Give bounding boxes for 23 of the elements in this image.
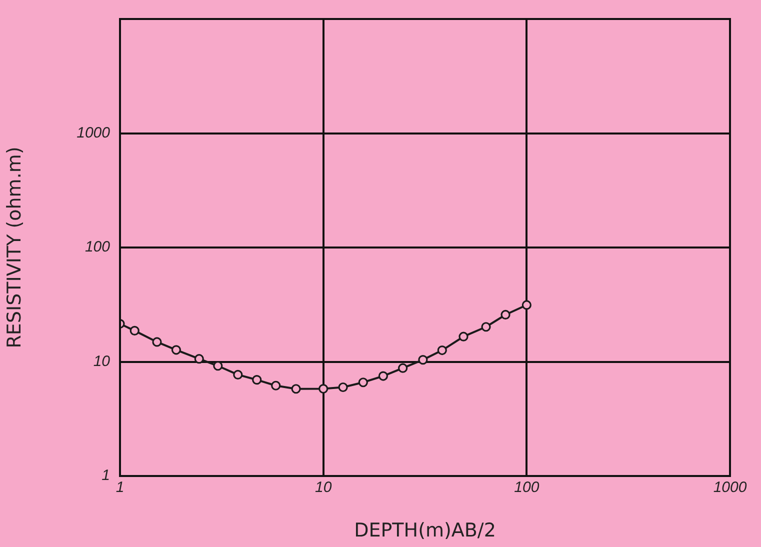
point — [233, 370, 243, 380]
x-tick-label: 10 — [314, 479, 332, 496]
point — [171, 345, 182, 355]
point — [213, 361, 223, 371]
point — [152, 337, 162, 347]
point — [481, 322, 491, 332]
x-tick-label: 1000 — [713, 479, 748, 496]
y-tick-label: 10 — [93, 352, 111, 370]
y-tick-label: 1 — [102, 467, 110, 484]
point — [458, 332, 468, 342]
y-tick-label: 1000 — [76, 124, 111, 142]
point — [398, 363, 408, 373]
x-tick-label: 1 — [116, 479, 124, 496]
x-tick-label: 100 — [514, 479, 540, 496]
y-tick-label: 100 — [84, 238, 111, 256]
point — [378, 371, 388, 381]
x-axis-title: DEPTH(m)AB/2 — [354, 520, 496, 542]
point — [130, 326, 140, 336]
point — [358, 378, 368, 388]
y-axis-title: RESISTIVITY (ohm.m) — [3, 146, 26, 348]
point — [500, 310, 510, 320]
point — [418, 355, 428, 365]
point — [522, 300, 532, 310]
